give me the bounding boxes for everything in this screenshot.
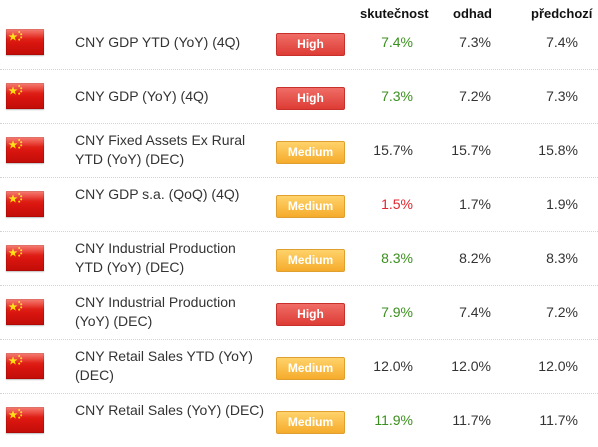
forecast-value: 1.7% [459,196,491,212]
column-header-previous: předchozí [531,6,593,21]
event-name: CNY GDP YTD (YoY) (4Q) [75,34,241,50]
impact-badge: High [276,87,345,110]
event-name: CNY Fixed Assets Ex Rural YTD (YoY) (DEC… [75,132,246,167]
impact-badge: Medium [276,249,345,272]
impact-badge: Medium [276,141,345,164]
table-row[interactable]: CNY Retail Sales YTD (YoY) (DEC) Medium … [0,340,598,394]
impact-badge: High [276,33,345,56]
impact-badge: Medium [276,195,345,218]
actual-value: 12.0% [373,358,413,374]
event-name: CNY Retail Sales YTD (YoY) (DEC) [75,348,253,383]
impact-badge: Medium [276,357,345,380]
actual-value: 15.7% [373,142,413,158]
previous-value: 12.0% [538,358,578,374]
table-row[interactable]: CNY Industrial Production YTD (YoY) (DEC… [0,232,598,286]
previous-value: 7.4% [546,34,578,50]
event-name: CNY Industrial Production YTD (YoY) (DEC… [75,240,236,275]
table-row[interactable]: CNY Industrial Production (YoY) (DEC) Hi… [0,286,598,340]
actual-value: 8.3% [381,250,413,266]
actual-value: 1.5% [381,196,413,212]
actual-value: 7.9% [381,304,413,320]
event-name: CNY Retail Sales (YoY) (DEC) [75,402,265,418]
table-row[interactable]: CNY GDP YTD (YoY) (4Q) High 7.4% 7.3% 7.… [0,16,598,70]
forecast-value: 7.4% [459,304,491,320]
previous-value: 7.2% [546,304,578,320]
forecast-value: 15.7% [451,142,491,158]
previous-value: 15.8% [538,142,578,158]
china-flag-icon [6,137,44,163]
impact-badge: High [276,303,345,326]
previous-value: 8.3% [546,250,578,266]
event-name: CNY Industrial Production (YoY) (DEC) [75,294,236,329]
actual-value: 7.4% [381,34,413,50]
table-header: skutečnost odhad předchozí [0,0,598,22]
event-name: CNY GDP s.a. (QoQ) (4Q) [75,186,240,202]
china-flag-icon [6,407,44,433]
forecast-value: 7.3% [459,34,491,50]
forecast-value: 7.2% [459,88,491,104]
table-row[interactable]: CNY GDP s.a. (QoQ) (4Q) Medium 1.5% 1.7%… [0,178,598,232]
china-flag-icon [6,353,44,379]
actual-value: 11.9% [374,412,413,428]
china-flag-icon [6,299,44,325]
event-name: CNY GDP (YoY) (4Q) [75,88,209,104]
table-row[interactable]: CNY Fixed Assets Ex Rural YTD (YoY) (DEC… [0,124,598,178]
previous-value: 11.7% [539,412,578,428]
actual-value: 7.3% [381,88,413,104]
economic-calendar-list: CNY GDP YTD (YoY) (4Q) High 7.4% 7.3% 7.… [0,16,598,447]
forecast-value: 12.0% [451,358,491,374]
previous-value: 7.3% [546,88,578,104]
column-header-actual: skutečnost [360,6,429,21]
china-flag-icon [6,191,44,217]
china-flag-icon [6,83,44,109]
table-row[interactable]: CNY Retail Sales (YoY) (DEC) Medium 11.9… [0,394,598,447]
china-flag-icon [6,245,44,271]
impact-badge: Medium [276,411,345,434]
previous-value: 1.9% [546,196,578,212]
column-header-forecast: odhad [453,6,492,21]
forecast-value: 8.2% [459,250,491,266]
forecast-value: 11.7% [452,412,491,428]
china-flag-icon [6,29,44,55]
table-row[interactable]: CNY GDP (YoY) (4Q) High 7.3% 7.2% 7.3% [0,70,598,124]
